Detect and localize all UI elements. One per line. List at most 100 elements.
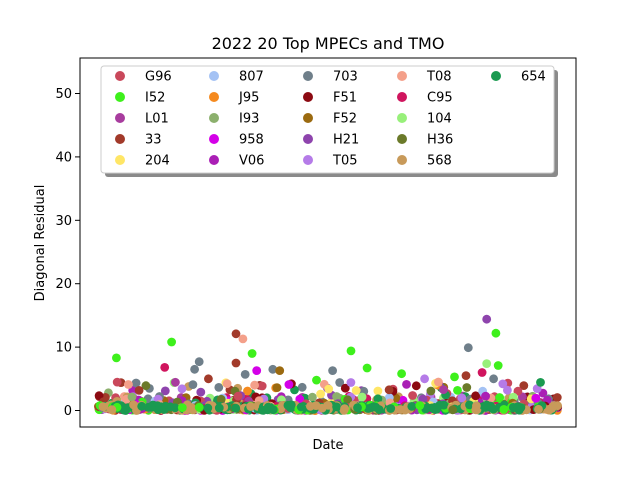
data-point bbox=[448, 405, 458, 415]
data-point bbox=[415, 401, 425, 410]
y-tick-label: 10 bbox=[55, 341, 72, 356]
legend: G96 I52 L01 33 204 807 J95 I93 958 V06 703 F51 F52 H2… bbox=[100, 65, 558, 177]
data-point bbox=[312, 375, 321, 385]
data-point bbox=[112, 377, 122, 387]
data-point bbox=[426, 386, 436, 396]
data-point bbox=[170, 403, 180, 413]
data-point bbox=[160, 363, 170, 372]
data-point bbox=[129, 400, 139, 410]
legend-marker bbox=[209, 155, 219, 165]
legend-marker bbox=[115, 92, 125, 102]
data-point bbox=[489, 374, 498, 384]
data-point bbox=[471, 391, 480, 401]
data-point bbox=[214, 383, 224, 392]
data-point bbox=[137, 401, 147, 411]
data-point bbox=[477, 368, 487, 377]
data-point bbox=[275, 366, 285, 375]
data-point bbox=[545, 404, 555, 414]
data-point bbox=[306, 401, 315, 411]
data-point bbox=[374, 405, 384, 415]
data-point bbox=[203, 403, 213, 413]
data-point bbox=[552, 393, 562, 402]
data-point bbox=[439, 400, 449, 410]
legend-marker bbox=[303, 71, 313, 81]
legend-marker bbox=[209, 134, 219, 144]
data-point bbox=[397, 369, 406, 379]
data-point bbox=[98, 402, 108, 411]
data-point bbox=[131, 378, 141, 388]
data-point bbox=[190, 364, 200, 374]
legend-marker bbox=[209, 71, 219, 81]
data-point bbox=[231, 403, 241, 413]
legend-marker bbox=[115, 113, 125, 123]
legend-label: H21 bbox=[333, 133, 359, 148]
data-point bbox=[362, 363, 372, 373]
y-tick-label: 20 bbox=[55, 277, 72, 292]
plot-frame bbox=[79, 57, 577, 428]
data-point bbox=[553, 401, 562, 411]
data-point bbox=[123, 380, 133, 389]
legend-marker bbox=[209, 92, 219, 102]
data-point bbox=[216, 394, 226, 404]
legend-marker bbox=[209, 113, 219, 123]
legend-marker bbox=[303, 113, 313, 123]
data-point bbox=[499, 405, 509, 414]
data-point bbox=[233, 391, 243, 401]
data-point bbox=[386, 404, 396, 413]
y-tick-label: 40 bbox=[55, 150, 72, 165]
data-point bbox=[346, 378, 356, 387]
data-point bbox=[246, 402, 256, 411]
data-point bbox=[384, 385, 394, 395]
plot-area bbox=[94, 314, 563, 415]
data-point bbox=[214, 403, 224, 413]
data-point bbox=[462, 383, 472, 392]
legend-label: G96 bbox=[145, 70, 172, 85]
data-point bbox=[194, 402, 204, 412]
legend-label: J95 bbox=[238, 91, 259, 106]
data-point bbox=[498, 379, 508, 389]
y-axis: 0 10 20 30 40 50 bbox=[55, 87, 80, 419]
legend-marker bbox=[303, 92, 313, 102]
legend-label: H36 bbox=[427, 133, 453, 148]
legend-label: T08 bbox=[426, 70, 451, 85]
legend-marker bbox=[303, 155, 313, 165]
data-point bbox=[328, 366, 337, 375]
data-point bbox=[420, 374, 429, 384]
legend-label: 958 bbox=[239, 133, 264, 148]
data-point bbox=[531, 393, 541, 403]
y-tick-label: 0 bbox=[64, 404, 72, 419]
data-point bbox=[411, 381, 421, 391]
legend-label: 204 bbox=[145, 154, 170, 169]
data-point bbox=[332, 392, 341, 401]
data-point bbox=[153, 405, 163, 415]
data-point bbox=[340, 404, 349, 413]
data-point bbox=[346, 346, 356, 356]
data-point bbox=[127, 392, 137, 402]
data-point bbox=[167, 337, 177, 347]
data-point bbox=[94, 391, 104, 401]
data-point bbox=[194, 357, 204, 367]
data-point bbox=[284, 380, 294, 389]
data-point bbox=[177, 384, 187, 394]
data-point bbox=[513, 386, 523, 396]
legend-marker bbox=[115, 71, 125, 81]
legend-label: I93 bbox=[239, 112, 259, 127]
y-tick-label: 50 bbox=[55, 87, 72, 102]
data-point bbox=[272, 383, 282, 392]
data-point bbox=[340, 383, 350, 393]
legend-label: L01 bbox=[145, 112, 169, 127]
legend-label: F52 bbox=[333, 112, 357, 127]
data-point bbox=[324, 384, 334, 394]
data-point bbox=[373, 386, 383, 396]
data-point bbox=[495, 393, 504, 402]
data-point bbox=[243, 386, 252, 396]
data-point bbox=[316, 389, 325, 399]
data-point bbox=[222, 379, 232, 389]
data-point bbox=[240, 370, 250, 379]
legend-marker bbox=[397, 155, 407, 165]
data-point bbox=[463, 343, 473, 353]
data-point bbox=[323, 400, 333, 410]
data-point bbox=[430, 403, 440, 412]
data-point bbox=[252, 366, 262, 375]
data-point bbox=[250, 380, 259, 390]
